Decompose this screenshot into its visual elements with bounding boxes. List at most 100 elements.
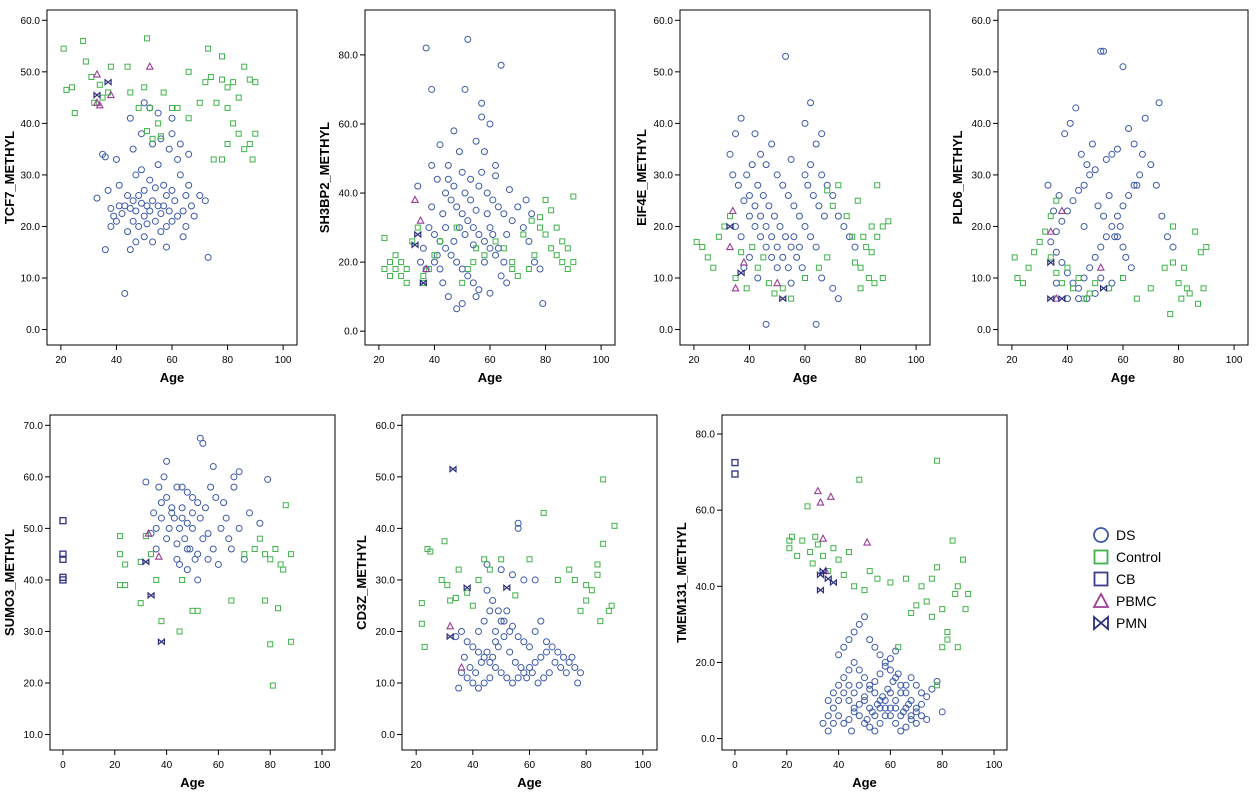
data-point-ds — [1108, 150, 1116, 158]
data-point-control — [267, 556, 274, 563]
y-tick-label: 30.0 — [654, 170, 674, 181]
y-tick-label: 80.0 — [339, 50, 359, 61]
data-point-control — [843, 213, 850, 220]
data-point-ds — [770, 212, 778, 220]
y-tick-label: 20.0 — [376, 627, 396, 638]
data-point-ds — [748, 161, 756, 169]
data-point-control — [224, 141, 231, 147]
data-point-ds — [464, 35, 472, 43]
data-point-control — [840, 571, 847, 578]
data-point-ds — [196, 192, 204, 200]
y-tick-label: 40.0 — [376, 524, 396, 535]
data-point-pmn — [1099, 284, 1108, 293]
plot-frame — [364, 9, 616, 346]
data-point-ds — [819, 719, 827, 727]
data-point-ds — [557, 664, 565, 672]
data-point-ds — [165, 207, 173, 215]
data-point-control — [387, 272, 393, 279]
data-point-control — [1092, 280, 1099, 287]
data-point-pbmc — [731, 283, 740, 292]
data-point-control — [1147, 285, 1154, 292]
y-tick-label: 60.0 — [24, 472, 44, 483]
data-point-control — [743, 285, 750, 292]
data-point-ds — [912, 708, 920, 716]
data-point-ds — [450, 182, 458, 190]
data-point-ds — [204, 555, 212, 563]
data-point-ds — [165, 524, 173, 532]
data-point-control — [219, 53, 225, 60]
data-point-pbmc — [862, 537, 872, 546]
data-point-control — [749, 244, 756, 251]
legend-item-pmn: PMN — [1092, 613, 1147, 633]
data-point-ds — [754, 274, 762, 282]
data-point-ds — [1155, 99, 1163, 107]
data-point-pmn — [829, 578, 838, 587]
data-point-ds — [871, 643, 879, 651]
data-point-control — [885, 218, 892, 225]
data-point-control — [934, 564, 941, 571]
y-tick-label: 10.0 — [24, 730, 44, 741]
x-tick-label: 80 — [937, 760, 949, 771]
data-point-control — [1011, 254, 1018, 261]
data-point-ds — [1125, 192, 1133, 200]
data-point-ds — [801, 171, 809, 179]
data-point-ds — [107, 222, 115, 230]
data-point-control — [421, 643, 428, 650]
data-point-ds — [881, 658, 889, 666]
data-point-ds — [152, 545, 160, 553]
data-point-pmn — [414, 230, 422, 239]
data-point-control — [158, 618, 165, 625]
data-point-ds — [1100, 212, 1108, 220]
data-point-ds — [1097, 274, 1105, 282]
data-point-control — [732, 275, 739, 281]
data-point-ds — [163, 535, 171, 543]
data-point-ds — [480, 258, 488, 266]
data-point-ds — [181, 535, 189, 543]
data-point-control — [473, 245, 480, 252]
data-point-ds — [140, 99, 148, 107]
square-icon — [1093, 571, 1109, 587]
data-point-ds — [751, 130, 759, 138]
data-point-control — [548, 207, 555, 214]
data-point-ds — [503, 674, 511, 682]
y-tick-label: 60.0 — [376, 421, 396, 432]
data-point-control — [155, 120, 162, 127]
data-point-ds — [1086, 264, 1094, 272]
data-point-control — [500, 245, 507, 252]
data-point-ds — [873, 700, 881, 708]
data-point-ds — [168, 114, 176, 122]
legend-item-pbmc: PBMC — [1092, 591, 1156, 611]
data-point-ds — [428, 85, 436, 93]
data-point-ds — [1108, 222, 1116, 230]
data-point-control — [498, 556, 505, 563]
data-point-ds — [176, 560, 184, 568]
data-point-ds — [126, 114, 134, 122]
y-tick-label: 0.0 — [977, 325, 991, 336]
data-point-control — [959, 556, 966, 563]
data-point-ds — [818, 130, 826, 138]
data-point-control — [246, 76, 253, 83]
data-point-control — [69, 84, 75, 91]
data-point-control — [857, 285, 864, 292]
data-point-ds — [152, 524, 160, 532]
data-point-ds — [444, 161, 452, 169]
data-point-ds — [461, 85, 469, 93]
data-point-control — [224, 84, 231, 91]
data-point-ds — [514, 633, 522, 641]
data-point-ds — [478, 99, 486, 107]
data-point-ds — [209, 545, 217, 553]
data-point-ds — [466, 664, 474, 672]
y-tick-label: 50.0 — [24, 524, 44, 535]
data-point-control — [542, 231, 549, 238]
data-point-control — [835, 556, 842, 563]
data-point-ds — [1069, 197, 1077, 205]
data-point-ds — [235, 468, 243, 476]
data-point-ds — [745, 192, 753, 200]
data-point-ds — [745, 212, 753, 220]
data-point-ds — [209, 463, 217, 471]
data-point-pmn — [824, 574, 832, 583]
data-point-control — [241, 146, 248, 153]
x-tick-label: 20 — [781, 760, 793, 771]
data-point-ds — [773, 243, 781, 251]
data-point-ds — [151, 184, 159, 192]
